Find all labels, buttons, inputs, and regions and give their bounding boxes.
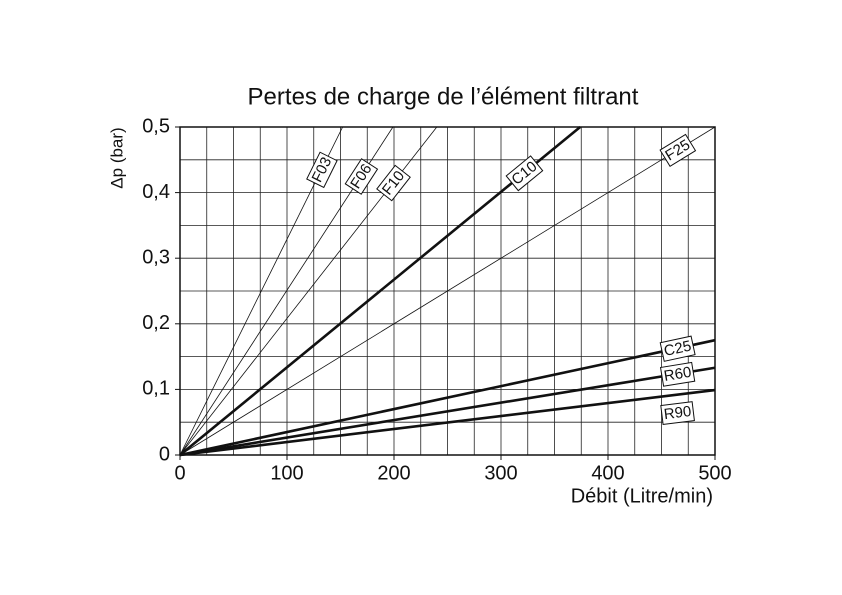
y-tick-label: 0,5 [142, 115, 170, 137]
series-label-box [505, 155, 544, 192]
y-tick-label: 0 [159, 443, 170, 465]
series-label-box [376, 164, 411, 202]
y-tick-label: 0,4 [142, 181, 170, 203]
chart-title: Pertes de charge de l’élément filtrant [248, 83, 639, 110]
series-label-box [659, 133, 697, 167]
x-tick-label: 200 [377, 462, 410, 484]
y-tick-label: 0,2 [142, 312, 170, 334]
x-axis-title: Débit (Litre/min) [571, 485, 713, 507]
y-tick-label: 0,1 [142, 378, 170, 400]
plot-frame [179, 126, 716, 456]
y-axis-title: Δp (bar) [107, 127, 126, 188]
series-line [179, 126, 716, 456]
series-line [179, 338, 716, 457]
series-label-box [660, 401, 695, 425]
series-label-text: R60 [663, 364, 693, 385]
series-label: R90 [660, 401, 695, 425]
series-label: R60 [659, 361, 696, 387]
x-tick-label: 500 [698, 462, 731, 484]
x-tick-label: 300 [484, 462, 517, 484]
y-tick-label: 0,3 [142, 246, 170, 268]
series-label-text: R90 [663, 403, 692, 423]
x-tick-label: 100 [270, 462, 303, 484]
series-line [179, 388, 716, 457]
series-label: F06 [344, 158, 379, 195]
series-label-box [344, 158, 379, 195]
series-label: F10 [376, 164, 411, 202]
series-label: C25 [659, 335, 696, 362]
series-label-box [659, 335, 696, 362]
x-tick-label: 0 [174, 462, 185, 484]
series-label: F03 [306, 151, 338, 189]
series-label-text: C25 [662, 337, 692, 359]
x-tick-label: 400 [591, 462, 624, 484]
series-label-box [306, 151, 338, 189]
series-label-box [659, 361, 696, 387]
series-label: F25 [659, 133, 697, 167]
series-line [179, 366, 716, 457]
